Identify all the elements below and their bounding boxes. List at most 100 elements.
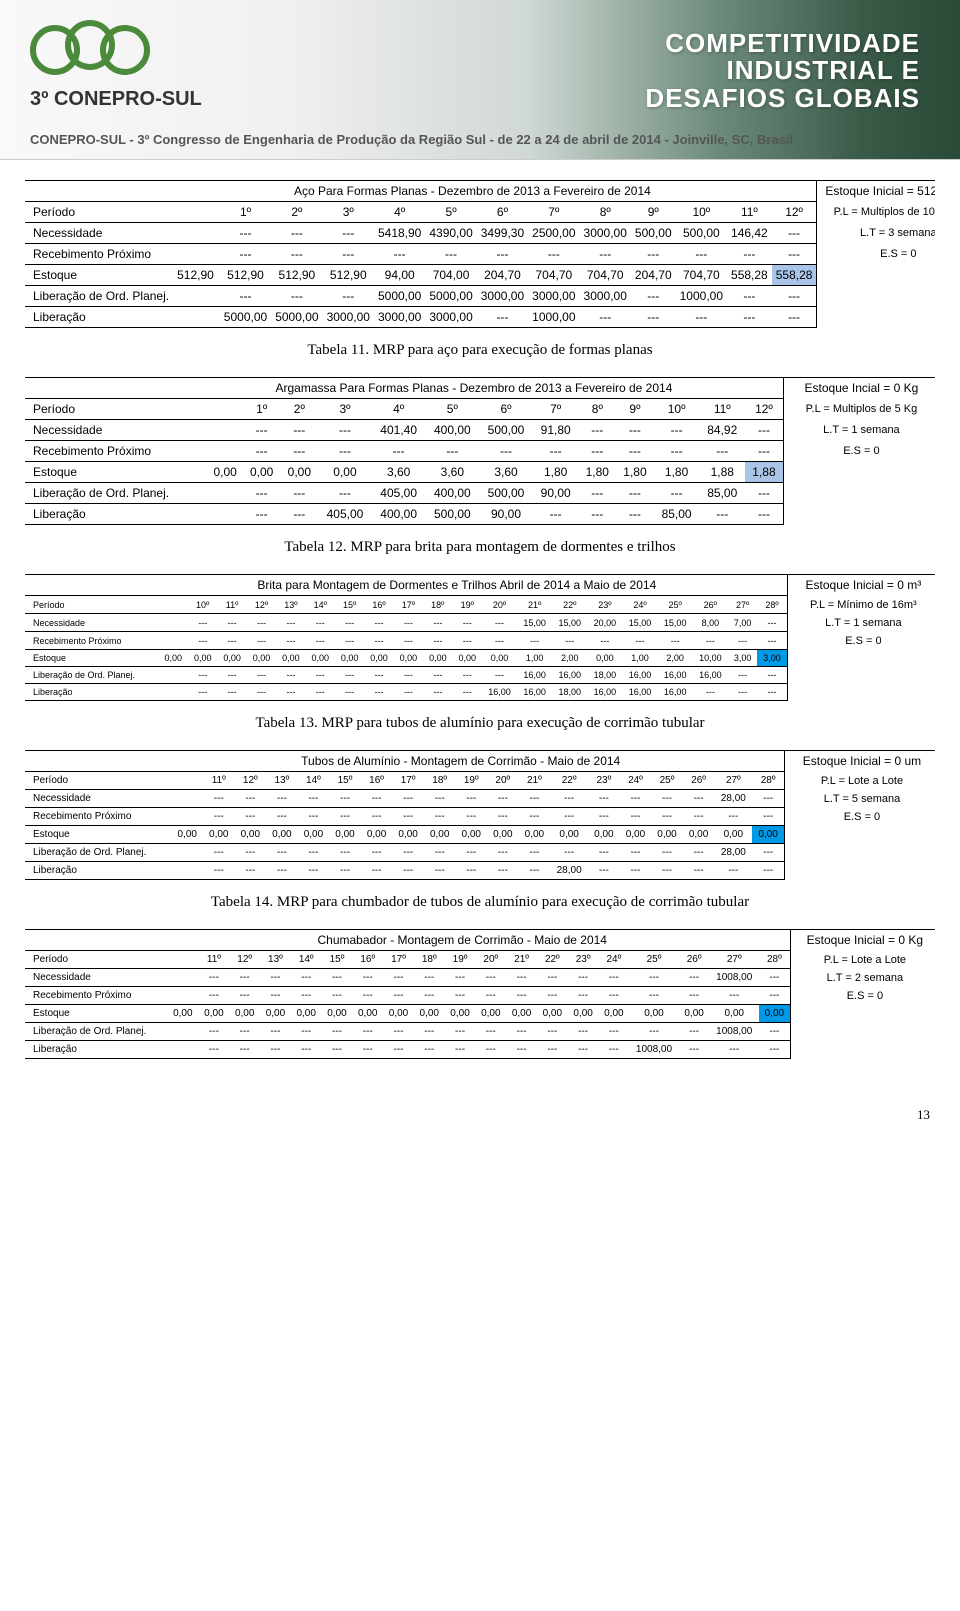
cell: ---	[616, 504, 654, 525]
cell: ---	[291, 1023, 322, 1041]
cell: ---	[394, 614, 423, 632]
cell: 0,00	[281, 462, 319, 483]
cell: ---	[550, 844, 588, 862]
col-header: 26º	[683, 772, 715, 790]
cell	[203, 483, 243, 504]
cell: 3000,00	[425, 307, 476, 328]
cell: 0,00	[199, 1005, 230, 1023]
cell: 558,28	[727, 265, 772, 286]
side-info	[783, 483, 935, 504]
cell: ---	[243, 420, 281, 441]
cell: 204,70	[631, 265, 676, 286]
col-header: 5º	[425, 399, 479, 420]
cell: ---	[519, 844, 551, 862]
cell: ---	[537, 987, 568, 1005]
col-header: 11º	[199, 951, 230, 969]
col-header: 10º	[676, 202, 727, 223]
cell: 85,00	[654, 504, 700, 525]
col-header: 1º	[243, 399, 281, 420]
cell: ---	[679, 1023, 710, 1041]
cell: 0,00	[276, 650, 305, 667]
cell: ---	[445, 987, 476, 1005]
cell: ---	[306, 632, 335, 650]
cell: ---	[475, 969, 506, 987]
cell: ---	[322, 969, 353, 987]
col-header: 18º	[424, 772, 456, 790]
cell: 0,00	[260, 1005, 291, 1023]
cell: ---	[383, 987, 414, 1005]
cell: 10,00	[693, 650, 728, 667]
cell: ---	[679, 987, 710, 1005]
cell: 5000,00	[271, 307, 322, 328]
side-info	[817, 307, 935, 328]
cell: 15,00	[552, 614, 587, 632]
cell: 0,00	[598, 1005, 629, 1023]
row-label: Período	[25, 596, 156, 614]
cell: 16,00	[693, 667, 728, 684]
cell: ---	[414, 987, 445, 1005]
cell: ---	[578, 483, 616, 504]
caption-t11: Tabela 11. MRP para aço para execução de…	[25, 342, 935, 359]
col-header: 12º	[235, 772, 267, 790]
cell: ---	[578, 504, 616, 525]
cell: ---	[445, 1023, 476, 1041]
cell: ---	[323, 286, 374, 307]
cell: 16,00	[587, 684, 622, 701]
cell: ---	[266, 862, 298, 880]
col-header: 26º	[693, 596, 728, 614]
caption-t14: Tabela 14. MRP para chumbador de tubos d…	[25, 894, 935, 911]
col-header: 15º	[329, 772, 361, 790]
cell	[156, 667, 188, 684]
cell: ---	[631, 307, 676, 328]
cell: ---	[414, 1023, 445, 1041]
cell: ---	[298, 790, 330, 808]
cell	[169, 862, 203, 880]
cell: 0,00	[587, 650, 622, 667]
cell: ---	[578, 441, 616, 462]
col-header: 10º	[654, 399, 700, 420]
col-header: 3º	[323, 202, 374, 223]
cell: 0,00	[188, 650, 217, 667]
cell: ---	[322, 987, 353, 1005]
cell: ---	[475, 987, 506, 1005]
col-header: 11º	[217, 596, 246, 614]
cell: ---	[383, 1041, 414, 1059]
col-header: 22º	[552, 596, 587, 614]
col-header: 23º	[587, 596, 622, 614]
cell: 0,00	[156, 650, 188, 667]
col-header: 27º	[728, 596, 757, 614]
col-header: 7º	[528, 202, 579, 223]
cell: 0,00	[266, 826, 298, 844]
side-info: E.S = 0	[787, 632, 935, 650]
table2: Argamassa Para Formas Planas - Dezembro …	[25, 377, 935, 525]
cell: ---	[479, 441, 533, 462]
cell: 0,00	[243, 462, 281, 483]
cell: ---	[620, 790, 652, 808]
cell: 1,88	[699, 462, 745, 483]
side-info: Estoque Inicial = 0 Kg	[790, 930, 935, 951]
col-header: 1º	[220, 202, 271, 223]
cell: 5000,00	[220, 307, 271, 328]
cell: ---	[281, 483, 319, 504]
side-info: L.T = 1 semana	[787, 614, 935, 632]
col-header: 18º	[423, 596, 452, 614]
cell: ---	[587, 632, 622, 650]
cell: ---	[188, 667, 217, 684]
cell: ---	[699, 441, 745, 462]
cell: 0,00	[423, 650, 452, 667]
cell: ---	[453, 614, 482, 632]
cell: ---	[728, 684, 757, 701]
cell: ---	[453, 684, 482, 701]
cell: ---	[683, 790, 715, 808]
cell: ---	[455, 844, 487, 862]
cell: ---	[423, 684, 452, 701]
cell	[203, 504, 243, 525]
cell: ---	[352, 969, 383, 987]
cell: 15,00	[517, 614, 552, 632]
cell: 5000,00	[374, 286, 425, 307]
cell: 0,00	[475, 1005, 506, 1023]
col-header: 22º	[537, 951, 568, 969]
cell: ---	[487, 862, 519, 880]
cell: ---	[455, 790, 487, 808]
cell: ---	[281, 441, 319, 462]
